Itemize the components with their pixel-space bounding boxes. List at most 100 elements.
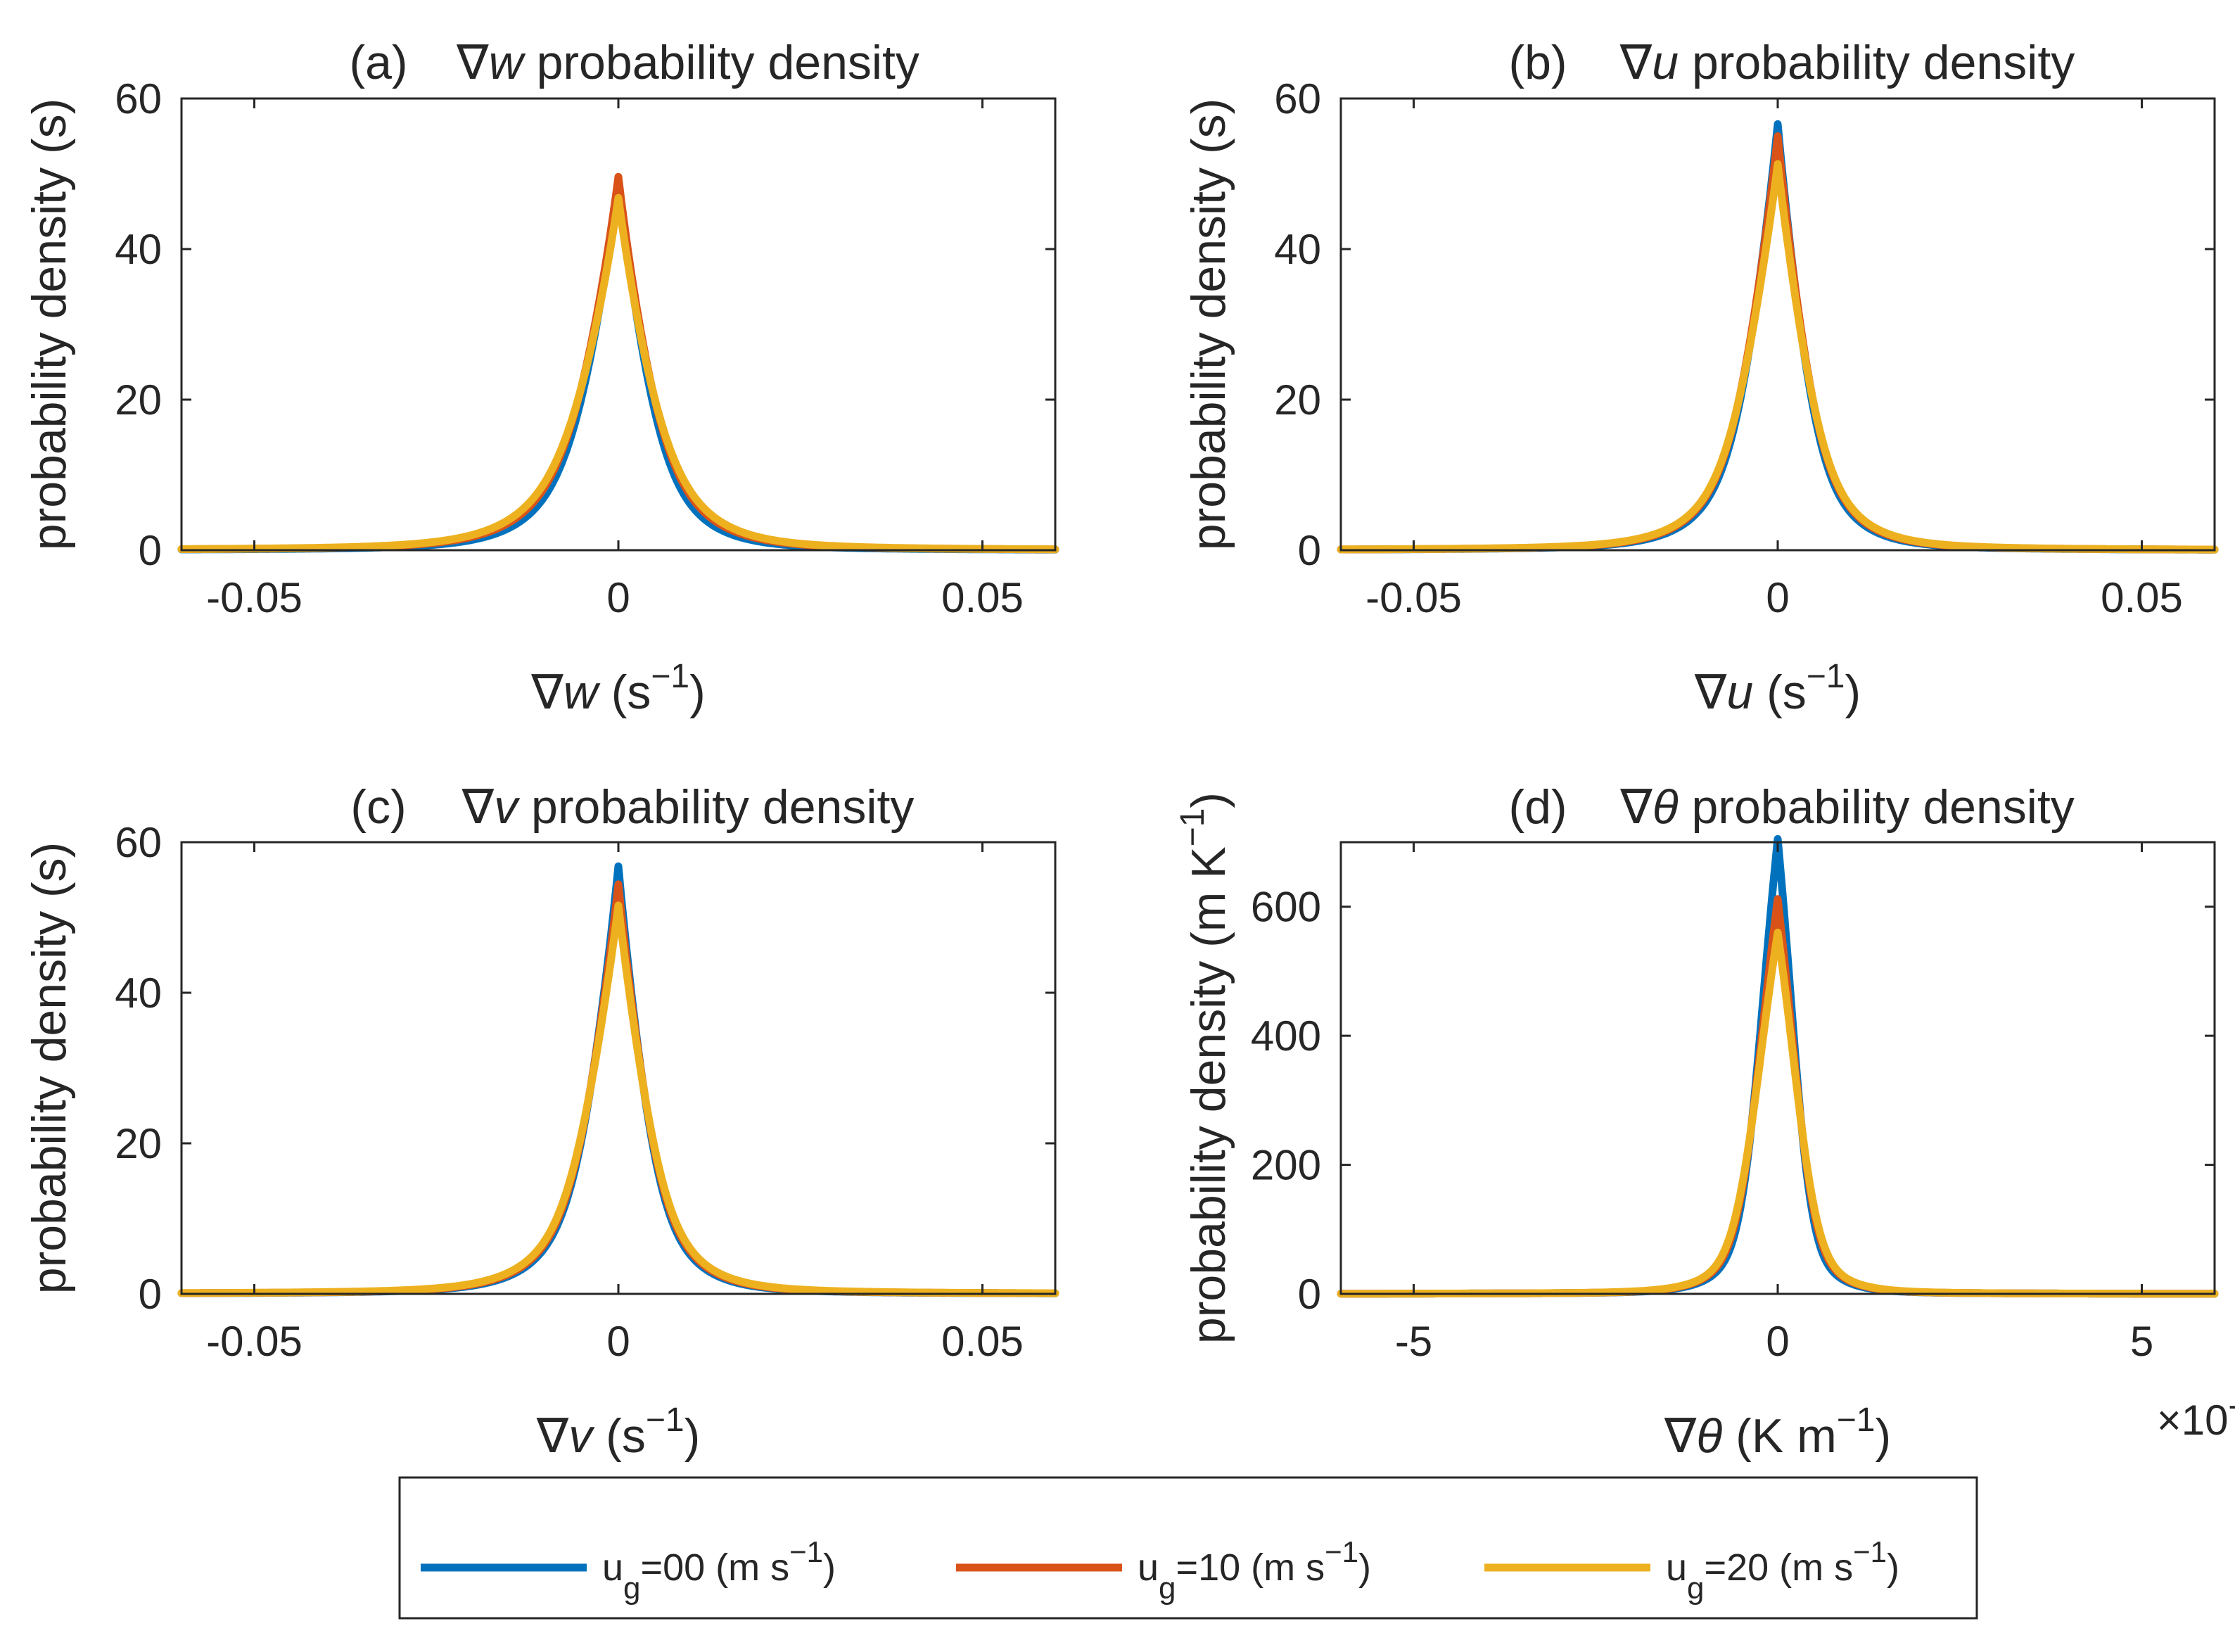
series-line-ug20 — [1337, 160, 2219, 554]
legend-subscript: g — [1687, 1571, 1704, 1606]
legend-close: ) — [1887, 1546, 1899, 1589]
x-label-nabla: ∇ — [536, 1409, 569, 1463]
legend-exponent: −1 — [1325, 1535, 1358, 1568]
x-label-close: ) — [689, 666, 706, 719]
y-tick-label: 20 — [115, 1120, 162, 1167]
title-variable: u — [1652, 36, 1679, 89]
x-tick-label: -0.05 — [1365, 574, 1462, 621]
legend-label: ug=20 (m s−1) — [1666, 1535, 1899, 1606]
x-label-nabla: ∇ — [530, 666, 563, 719]
x-axis-label: ∇u (s−1) — [1694, 658, 1861, 719]
x-label-unit: (s — [1753, 666, 1807, 719]
x-tick-label: 0 — [1766, 574, 1789, 621]
y-tick-label: 20 — [1274, 376, 1321, 424]
series-line-ug00 — [177, 176, 1059, 554]
title-variable: θ — [1653, 780, 1679, 834]
y-axis-label: probability density (s) — [23, 842, 76, 1294]
legend-close: ) — [823, 1546, 836, 1589]
panel-letter: (d) — [1508, 780, 1567, 834]
series-line-ug10 — [1337, 132, 2219, 554]
legend-item-ug20: ug=20 (m s−1) — [1484, 1535, 1899, 1606]
y-label-exponent: −1 — [1174, 808, 1211, 847]
x-label-close: ) — [684, 1409, 701, 1463]
x-exponent-base: ×10 — [2157, 1397, 2229, 1444]
x-label-exponent: −1 — [1837, 1402, 1876, 1439]
x-label-unit: (K m — [1722, 1409, 1836, 1463]
panel-letter: (b) — [1508, 36, 1567, 89]
y-tick-label: 60 — [115, 819, 162, 866]
y-label-close: ) — [1182, 792, 1235, 808]
legend-rest: =10 (m s — [1176, 1546, 1325, 1589]
x-label-unit: (s — [598, 666, 651, 719]
panel-letter: (a) — [349, 36, 407, 89]
y-tick-label: 0 — [1298, 1271, 1321, 1318]
title-variable: w — [489, 36, 526, 89]
series-group — [177, 862, 1059, 1297]
x-tick-label: 0.05 — [941, 574, 1024, 621]
legend-item-ug10: ug=10 (m s−1) — [956, 1535, 1371, 1606]
panel-title: (d) ∇θ probability density — [1508, 780, 2074, 834]
legend-exponent: −1 — [789, 1535, 823, 1568]
x-label-close: ) — [1875, 1409, 1891, 1463]
series-group — [1337, 834, 2219, 1298]
axes-box — [180, 97, 1057, 552]
y-tick-label: 40 — [1274, 226, 1321, 273]
y-tick-label: 40 — [115, 970, 162, 1017]
y-axis-label: probability density (s) — [23, 99, 76, 550]
x-tick-label: 0 — [606, 574, 630, 621]
series-group — [1337, 120, 2219, 554]
title-rest: probability density — [1679, 36, 2075, 89]
legend: ug=00 (m s−1) ug=10 (m s−1) ug=20 (m s−1) — [398, 1476, 1978, 1620]
y-tick-label: 60 — [1274, 75, 1321, 122]
title-nabla: ∇ — [1619, 36, 1653, 89]
y-label-text: probability density (s) — [23, 842, 76, 1294]
legend-rest: =20 (m s — [1705, 1546, 1854, 1589]
x-exponent-power: -3 — [2229, 1387, 2235, 1424]
legend-rest: =00 (m s — [641, 1546, 790, 1589]
x-label-variable: θ — [1696, 1409, 1722, 1463]
x-label-nabla: ∇ — [1664, 1409, 1697, 1463]
x-tick-label: 0.05 — [2101, 574, 2183, 621]
y-axis-label: probability density (s) — [1182, 99, 1235, 550]
y-tick-label: 200 — [1251, 1142, 1321, 1189]
y-label-text: probability density (s) — [23, 99, 76, 550]
legend-subscript: g — [623, 1571, 640, 1606]
x-label-exponent: −1 — [1807, 658, 1845, 695]
title-nabla: ∇ — [456, 36, 489, 89]
title-text: ∇w probability density — [456, 36, 919, 89]
series-line-ug20 — [177, 901, 1059, 1297]
x-label-unit: (s — [592, 1409, 646, 1463]
y-label-text: probability density (m K — [1182, 846, 1235, 1344]
legend-subscript: g — [1159, 1571, 1176, 1606]
x-label-variable: u — [1726, 666, 1753, 719]
legend-var: u — [1138, 1546, 1159, 1589]
series-group — [177, 172, 1059, 554]
legend-item-ug00: ug=00 (m s−1) — [421, 1535, 836, 1606]
legend-label: ug=00 (m s−1) — [602, 1535, 836, 1606]
x-label-exponent: −1 — [651, 658, 689, 695]
panel-title: (a) ∇w probability density — [349, 36, 919, 89]
legend-box — [398, 1476, 1978, 1620]
x-axis-label: ∇w (s−1) — [530, 658, 706, 719]
title-rest: probability density — [523, 36, 919, 89]
y-axis-label: probability density (m K−1) — [1174, 792, 1235, 1344]
y-tick-label: 0 — [139, 527, 162, 574]
title-text: ∇u probability density — [1619, 36, 2075, 89]
x-tick-label: -0.05 — [206, 1318, 303, 1365]
legend-exponent: −1 — [1853, 1535, 1887, 1568]
series-line-ug20 — [1337, 928, 2219, 1298]
x-tick-label: 0 — [1766, 1318, 1789, 1365]
title-nabla: ∇ — [1619, 780, 1653, 834]
y-tick-label: 600 — [1251, 884, 1321, 931]
title-nabla: ∇ — [461, 780, 495, 834]
panel-title: (c) ∇v probability density — [350, 780, 914, 834]
legend-label: ug=10 (m s−1) — [1138, 1535, 1371, 1606]
x-label-variable: v — [568, 1409, 595, 1463]
y-tick-label: 0 — [1298, 527, 1321, 574]
series-line-ug10 — [177, 172, 1059, 554]
legend-var: u — [1666, 1546, 1687, 1589]
y-tick-label: 40 — [115, 226, 162, 273]
title-text: ∇θ probability density — [1619, 780, 2075, 834]
